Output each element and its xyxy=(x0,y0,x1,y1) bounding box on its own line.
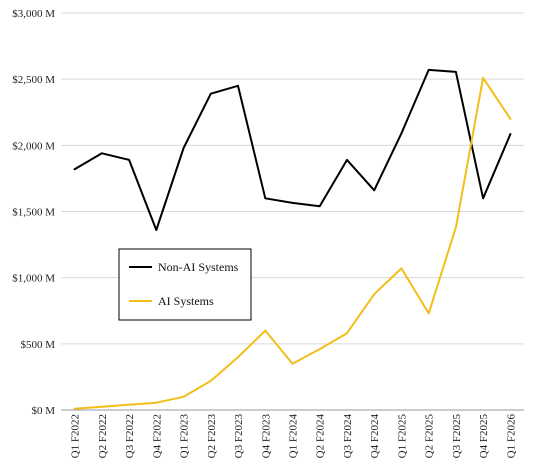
legend-label-non-ai: Non-AI Systems xyxy=(158,260,239,274)
data-point xyxy=(509,118,512,120)
data-point xyxy=(455,226,457,229)
data-point xyxy=(509,133,512,135)
data-point xyxy=(101,405,103,408)
x-tick-label: Q1 F2026 xyxy=(505,414,517,459)
data-point xyxy=(291,362,294,365)
data-point xyxy=(182,395,185,398)
x-axis-tick-labels: Q1 F2022 Q2 F2022 Q3 F2022 Q4 F2022 Q1 F2023… xyxy=(70,414,518,459)
data-point xyxy=(182,147,185,149)
x-tick-label: Q2 F2022 xyxy=(97,414,109,458)
data-point xyxy=(264,197,267,200)
x-tick-label: Q4 F2025 xyxy=(478,414,490,459)
data-point xyxy=(427,69,430,71)
data-point xyxy=(482,197,484,200)
x-tick-label: Q2 F2025 xyxy=(424,414,436,459)
data-point xyxy=(400,132,403,135)
x-tick-label: Q4 F2022 xyxy=(151,414,163,458)
data-point xyxy=(128,403,130,406)
x-tick-label: Q3 F2023 xyxy=(233,414,245,459)
data-point xyxy=(209,380,212,382)
x-tick-label: Q2 F2024 xyxy=(315,414,327,459)
y-axis-tick-labels: $0 M $500 M $1,000 M $1,500 M $2,000 M $2,500… xyxy=(12,8,55,417)
x-tick-label: Q3 F2022 xyxy=(124,414,136,458)
x-tick-label: Q4 F2024 xyxy=(369,414,381,459)
y-tick-label: $500 M xyxy=(20,339,55,351)
data-point xyxy=(346,332,348,335)
data-point xyxy=(318,348,321,350)
data-point xyxy=(73,407,76,410)
series-lines xyxy=(73,68,512,410)
data-point xyxy=(373,293,376,296)
data-point xyxy=(291,202,294,204)
data-point xyxy=(73,168,76,170)
x-tick-label: Q1 F2024 xyxy=(288,414,300,459)
y-tick-label: $1,000 M xyxy=(12,273,55,285)
data-point xyxy=(346,159,348,161)
x-tick-label: Q4 F2023 xyxy=(260,414,272,459)
x-tick-label: Q2 F2023 xyxy=(206,414,218,459)
data-point xyxy=(237,84,239,87)
data-point xyxy=(101,152,103,155)
data-point xyxy=(455,71,457,73)
x-tick-label: Q1 F2023 xyxy=(179,414,191,459)
data-point xyxy=(155,229,158,231)
data-point xyxy=(237,356,239,358)
data-point xyxy=(318,205,321,208)
data-point xyxy=(155,401,158,404)
data-point xyxy=(128,159,130,161)
y-tick-label: $2,000 M xyxy=(12,140,55,152)
data-point xyxy=(400,267,403,270)
x-tick-label: Q3 F2025 xyxy=(451,414,463,459)
legend-box xyxy=(118,248,252,321)
data-point xyxy=(373,189,376,192)
y-tick-label: $2,500 M xyxy=(12,74,55,86)
data-point xyxy=(482,77,484,79)
y-tick-label: $0 M xyxy=(31,405,55,417)
legend-label-ai: AI Systems xyxy=(158,294,214,308)
x-tick-label: Q1 F2022 xyxy=(70,414,82,458)
y-tick-label: $1,500 M xyxy=(12,207,55,219)
data-point xyxy=(427,312,430,315)
data-point xyxy=(264,329,267,332)
y-tick-label: $3,000 M xyxy=(12,8,55,20)
x-tick-label: Q3 F2024 xyxy=(342,414,354,459)
legend: Non-AI Systems AI Systems xyxy=(118,248,252,321)
data-point xyxy=(209,92,212,95)
x-tick-label: Q1 F2025 xyxy=(396,414,408,459)
